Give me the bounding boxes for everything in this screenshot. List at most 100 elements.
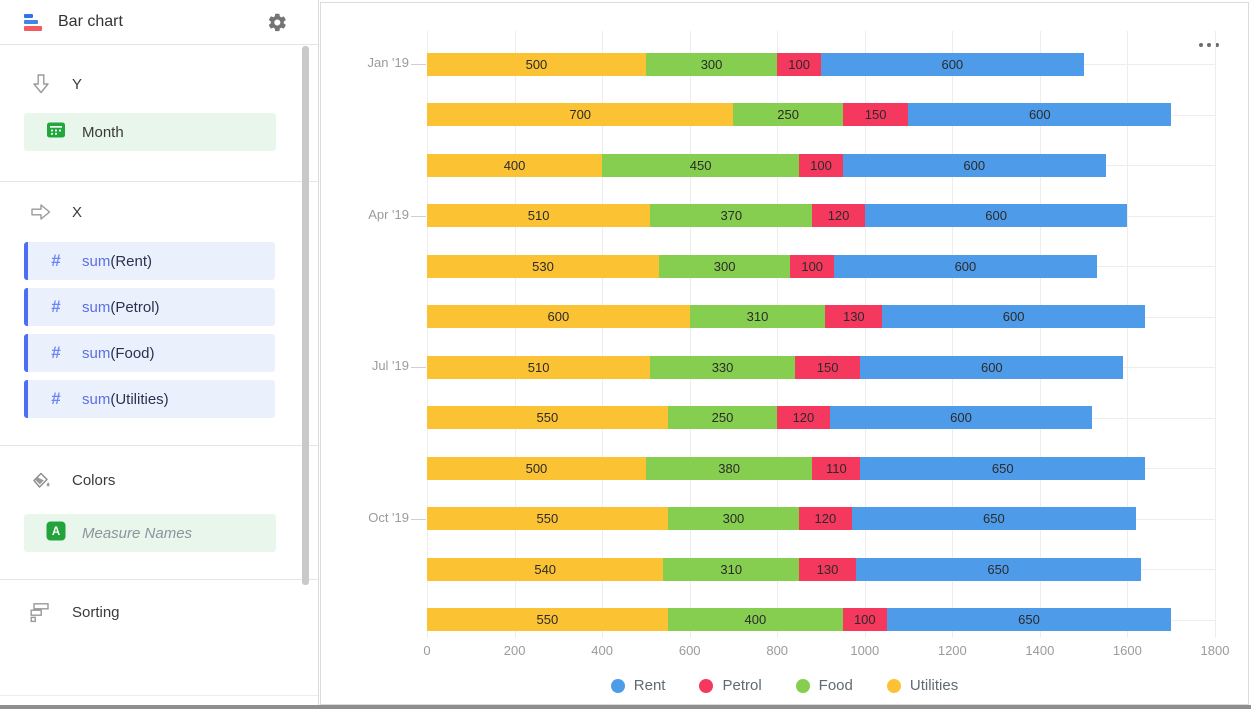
bar-value-label: 130: [816, 561, 839, 577]
bar-segment-rent[interactable]: 600: [908, 103, 1172, 126]
section-label-y: Y: [72, 75, 83, 93]
bar-segment-utilities[interactable]: 600: [427, 305, 690, 328]
bar-value-label: 120: [814, 511, 837, 526]
bar-segment-food[interactable]: 450: [602, 153, 800, 177]
bar-segment-utilities[interactable]: 400: [427, 153, 603, 177]
svg-text:A: A: [52, 526, 60, 538]
x-field-sum-petrol[interactable]: # sum(Petrol): [24, 288, 275, 326]
bar-segment-utilities[interactable]: 510: [427, 204, 651, 227]
bar-value-label: 450: [689, 157, 712, 173]
section-label-x: X: [72, 203, 83, 221]
bar-value-label: 650: [1018, 612, 1040, 627]
chart-legend: Rent Petrol Food Utilities: [321, 677, 1248, 694]
bar-segment-petrol[interactable]: 120: [777, 406, 830, 429]
bar-segment-petrol[interactable]: 130: [825, 305, 883, 328]
bar-value-label: 550: [536, 612, 559, 627]
legend-dot: [886, 678, 901, 693]
bar-value-label: 600: [547, 309, 570, 324]
bar-value-label: 510: [527, 359, 550, 375]
bar-segment-food[interactable]: 310: [689, 305, 826, 328]
bar-segment-food[interactable]: 250: [733, 103, 843, 126]
bar-segment-rent[interactable]: 650: [860, 456, 1146, 480]
bar-value-label: 120: [792, 410, 815, 425]
bar-segment-rent[interactable]: 600: [864, 204, 1128, 227]
bar-segment-food[interactable]: 370: [650, 204, 813, 227]
bar-segment-rent[interactable]: 650: [855, 557, 1141, 581]
x-field-label: sum(Petrol): [82, 299, 160, 316]
bar-segment-utilities[interactable]: 530: [427, 254, 659, 278]
bar-segment-food[interactable]: 330: [650, 355, 795, 379]
bar-segment-utilities[interactable]: 550: [427, 507, 668, 530]
bar-segment-petrol[interactable]: 150: [794, 355, 861, 379]
bar-segment-petrol[interactable]: 130: [799, 557, 856, 581]
field-pill-measure-names[interactable]: A Measure Names: [24, 514, 276, 552]
legend-item-utilities[interactable]: Utilities: [886, 677, 958, 694]
bar-segment-utilities[interactable]: 700: [427, 103, 734, 126]
bar-segment-rent[interactable]: 600: [860, 355, 1124, 379]
bar-segment-petrol[interactable]: 150: [842, 103, 909, 126]
bar-segment-rent[interactable]: 600: [842, 153, 1106, 177]
bar-row: 550 400 100 650: [427, 608, 1172, 631]
gridline-v: [777, 31, 779, 638]
legend-dot: [795, 678, 810, 693]
field-pill-month[interactable]: Month: [24, 113, 276, 151]
bar-segment-petrol[interactable]: 120: [799, 507, 852, 530]
bar-segment-food[interactable]: 310: [663, 557, 800, 581]
bar-segment-utilities[interactable]: 540: [427, 557, 664, 581]
sidebar-header: Bar chart: [0, 0, 318, 45]
bar-segment-rent[interactable]: 600: [829, 406, 1093, 429]
bar-value-label: 400: [503, 157, 526, 173]
gridline-v: [427, 31, 428, 638]
bar-segment-utilities[interactable]: 500: [427, 456, 646, 480]
bar-segment-petrol[interactable]: 100: [790, 254, 835, 278]
bar-value-label: 100: [788, 56, 810, 72]
bar-row: 550 300 120 650: [427, 507, 1137, 530]
divider: [0, 445, 318, 446]
bar-segment-rent[interactable]: 600: [834, 254, 1097, 278]
bar-segment-petrol[interactable]: 100: [842, 608, 887, 631]
bar-segment-petrol[interactable]: 100: [799, 153, 843, 177]
bar-value-label: 380: [718, 460, 740, 476]
bar-segment-utilities[interactable]: 550: [427, 608, 668, 631]
ellipsis-menu-icon[interactable]: [1196, 40, 1222, 50]
y-axis-tick: [411, 215, 426, 217]
bar-segment-petrol[interactable]: 120: [812, 204, 865, 227]
bar-segment-food[interactable]: 300: [659, 254, 791, 278]
bar-row: 510 330 150 600: [427, 355, 1124, 379]
bar-value-label: 250: [711, 410, 734, 425]
bar-segment-food[interactable]: 250: [667, 406, 778, 429]
x-field-sum-rent[interactable]: # sum(Rent): [24, 242, 275, 280]
bar-segment-utilities[interactable]: 500: [427, 52, 646, 76]
hash-icon: #: [51, 343, 61, 362]
sidebar-scrollbar[interactable]: [302, 46, 309, 585]
bar-segment-rent[interactable]: 600: [820, 52, 1084, 76]
colors-label: Colors: [72, 471, 116, 489]
bar-value-label: 700: [569, 107, 592, 122]
bar-segment-utilities[interactable]: 550: [427, 406, 668, 429]
bar-row: 600 310 130 600: [427, 305, 1145, 328]
legend-item-petrol[interactable]: Petrol: [699, 677, 762, 694]
legend-item-food[interactable]: Food: [795, 677, 853, 694]
gear-icon[interactable]: [267, 12, 288, 33]
bar-segment-food[interactable]: 380: [645, 456, 813, 480]
bar-segment-rent[interactable]: 650: [851, 507, 1137, 530]
x-field-sum-utilities[interactable]: # sum(Utilities): [24, 380, 275, 418]
paint-bucket-icon: [30, 469, 52, 491]
bar-value-label: 130: [842, 309, 865, 324]
bar-segment-food[interactable]: 400: [667, 608, 843, 631]
gridline-v: [689, 31, 691, 638]
bar-segment-utilities[interactable]: 510: [427, 355, 651, 379]
bar-value-label: 650: [987, 561, 1010, 577]
bar-segment-rent[interactable]: 600: [882, 305, 1145, 328]
x-field-sum-food[interactable]: # sum(Food): [24, 334, 275, 372]
legend-item-rent[interactable]: Rent: [610, 677, 665, 694]
legend-label: Food: [818, 677, 853, 694]
bar-segment-food[interactable]: 300: [645, 52, 778, 76]
x-field-label: sum(Food): [82, 345, 155, 362]
bar-segment-petrol[interactable]: 100: [777, 52, 821, 76]
bar-segment-food[interactable]: 300: [667, 507, 800, 530]
x-field-name: (Food): [110, 344, 155, 362]
bar-segment-rent[interactable]: 650: [886, 608, 1172, 631]
bar-segment-petrol[interactable]: 110: [812, 456, 861, 480]
